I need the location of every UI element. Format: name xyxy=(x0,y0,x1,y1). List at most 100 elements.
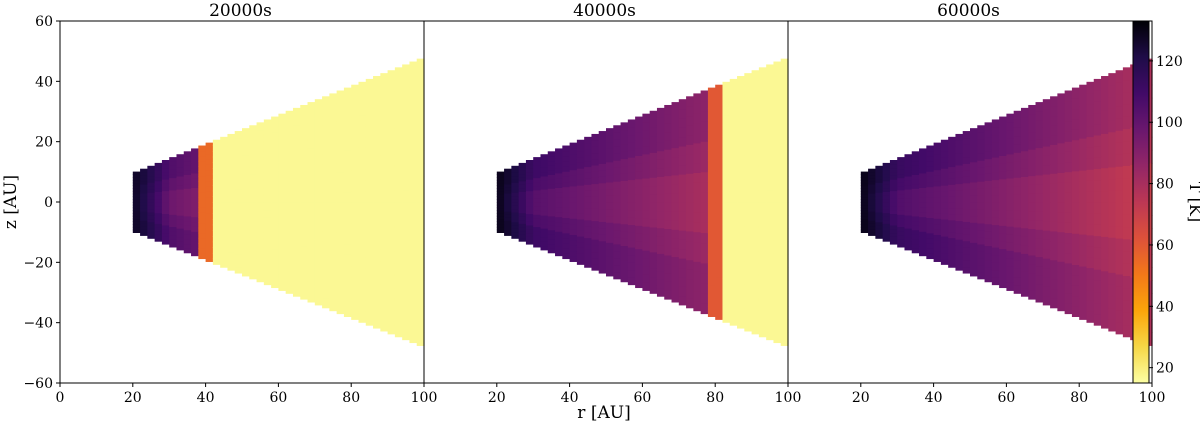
heatmap-cell xyxy=(1122,299,1131,313)
heatmap-cell xyxy=(1079,276,1088,288)
heatmap-cell xyxy=(773,112,782,126)
heatmap-cell xyxy=(940,190,949,197)
heatmap-cell xyxy=(613,153,622,161)
heatmap-cell xyxy=(307,165,316,176)
heatmap-cell xyxy=(948,255,957,262)
heatmap-cell xyxy=(707,264,716,276)
heatmap-cell xyxy=(132,204,141,209)
heatmap-cell xyxy=(919,158,927,164)
heatmap-cell xyxy=(336,181,345,193)
heatmap-cell xyxy=(547,229,556,235)
heatmap-cell xyxy=(1079,233,1088,246)
heatmap-cell xyxy=(635,178,643,188)
heatmap-cell xyxy=(365,90,374,102)
heatmap-cell xyxy=(547,211,556,217)
heatmap-cell xyxy=(649,143,658,153)
heatmap-cell xyxy=(402,277,411,291)
heatmap-cell xyxy=(278,266,287,275)
heatmap-cell xyxy=(613,271,622,280)
heatmap-cell xyxy=(686,163,694,174)
heatmap-cell xyxy=(1020,159,1029,169)
heatmap-cell xyxy=(234,143,243,151)
heatmap-cell xyxy=(285,202,294,211)
heatmap-cell xyxy=(1020,210,1029,220)
heatmap-cell xyxy=(1071,181,1080,193)
heatmap-cell xyxy=(416,228,425,242)
heatmap-cell xyxy=(744,119,753,133)
heatmap-cell xyxy=(926,176,935,183)
heatmap-cell xyxy=(1079,116,1088,128)
heatmap-cell xyxy=(1006,266,1015,275)
heatmap-cell xyxy=(613,257,622,266)
heatmap-cell xyxy=(970,255,978,264)
heatmap-cell xyxy=(671,129,680,140)
heatmap-cell xyxy=(606,181,614,190)
heatmap-cell xyxy=(926,212,935,218)
heatmap-cell xyxy=(962,234,971,242)
heatmap-cell xyxy=(1064,293,1073,304)
heatmap-cell xyxy=(1115,178,1124,191)
heatmap-cell xyxy=(897,161,906,166)
heatmap-cell xyxy=(635,124,643,133)
heatmap-cell xyxy=(496,221,505,225)
heatmap-cell xyxy=(948,184,957,191)
heatmap-cell xyxy=(1101,133,1109,146)
heatmap-cell xyxy=(263,149,272,158)
heatmap-cell xyxy=(656,133,665,143)
heatmap-cell xyxy=(300,290,309,300)
heatmap-cell xyxy=(1064,222,1073,234)
heatmap-cell xyxy=(212,139,221,146)
heatmap-cell xyxy=(948,166,957,173)
heatmap-cell xyxy=(220,255,229,262)
heatmap-cell xyxy=(678,173,687,184)
heatmap-cell xyxy=(249,153,258,161)
heatmap-cell xyxy=(183,188,192,194)
heatmap-cell xyxy=(970,128,978,136)
heatmap-cell xyxy=(977,167,986,175)
heatmap-cell xyxy=(394,140,403,154)
heatmap-cell xyxy=(999,163,1007,172)
heatmap-cell xyxy=(984,274,993,283)
heatmap-cell xyxy=(664,219,673,230)
heatmap-cell xyxy=(198,145,207,152)
heatmap-cell xyxy=(875,178,884,183)
heatmap-cell xyxy=(984,187,993,196)
heatmap-cell xyxy=(940,207,949,214)
heatmap-cell xyxy=(1013,177,1022,187)
heatmap-cell xyxy=(1101,76,1109,89)
heatmap-cell xyxy=(183,234,192,240)
heatmap-cell xyxy=(154,177,163,182)
heatmap-cell xyxy=(613,139,622,147)
heatmap-cell xyxy=(977,243,986,252)
panel-frame xyxy=(787,20,1153,384)
heatmap-cell xyxy=(562,243,571,249)
heatmap-cell xyxy=(322,250,330,261)
heatmap-cell xyxy=(1122,153,1131,166)
heatmap-cell xyxy=(402,164,411,178)
heatmap-cell xyxy=(140,198,148,203)
heatmap-cell xyxy=(525,163,534,169)
heatmap-cell xyxy=(322,240,330,251)
heatmap-cell xyxy=(220,219,229,227)
heatmap-cell xyxy=(737,87,745,100)
heatmap-cell xyxy=(555,197,563,203)
heatmap-cell xyxy=(1028,140,1037,150)
heatmap-cell xyxy=(686,288,694,299)
heatmap-cell xyxy=(722,202,731,214)
heatmap-cell xyxy=(649,235,658,245)
heatmap-cell xyxy=(176,228,185,233)
heatmap-cell xyxy=(256,180,265,189)
heatmap-cell xyxy=(1101,259,1109,272)
heatmap-cell xyxy=(656,142,665,152)
heatmap-cell xyxy=(882,202,891,207)
heatmap-cell xyxy=(744,260,753,273)
heatmap-cell xyxy=(504,168,512,173)
heatmap-cell xyxy=(307,247,316,258)
heatmap-cell xyxy=(940,196,949,203)
heatmap-cell xyxy=(373,98,381,111)
heatmap-cell xyxy=(220,172,229,179)
heatmap-cell xyxy=(285,168,294,178)
heatmap-cell xyxy=(525,205,534,211)
heatmap-cell xyxy=(598,234,607,242)
heatmap-cell xyxy=(198,191,207,198)
